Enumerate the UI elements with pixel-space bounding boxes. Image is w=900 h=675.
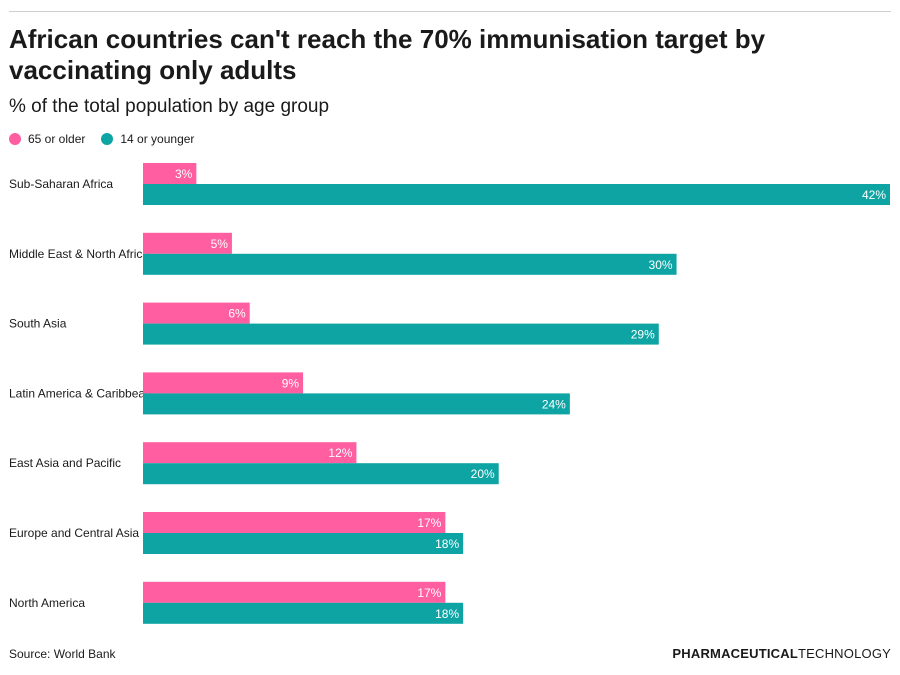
legend-label-younger: 14 or younger [120,132,195,146]
data-label: 24% [542,397,566,411]
bar-65-or-older[interactable] [143,302,250,324]
brand-logo: PHARMACEUTICALTECHNOLOGY [672,646,891,661]
bar-65-or-older[interactable] [143,372,304,394]
category-label: South Asia [9,317,67,331]
bar-65-or-older[interactable] [143,581,446,603]
data-label: 17% [417,516,441,530]
data-label: 5% [211,237,229,251]
data-label: 6% [228,307,246,321]
legend-item-younger[interactable]: 14 or younger [101,132,194,146]
source-note: Source: World Bank [9,647,116,661]
brand-light: TECHNOLOGY [797,646,891,661]
legend-swatch-older [9,133,21,145]
bar-14-or-younger[interactable] [143,602,464,624]
bar-14-or-younger[interactable] [143,323,659,345]
category-label: North America [9,596,85,610]
data-label: 18% [435,537,459,551]
bar-65-or-older[interactable] [143,163,197,184]
data-label: 18% [435,607,459,621]
category-label: Latin America & Caribbean [9,386,152,400]
legend-item-older[interactable]: 65 or older [9,132,85,146]
top-divider [9,11,891,12]
data-label: 12% [328,446,352,460]
bar-14-or-younger[interactable] [143,253,677,275]
data-label: 9% [282,376,300,390]
data-label: 20% [471,467,495,481]
bar-65-or-older[interactable] [143,442,357,464]
data-label: 3% [175,167,193,181]
bar-14-or-younger[interactable] [143,184,890,205]
bar-14-or-younger[interactable] [143,533,464,554]
data-label: 17% [417,586,441,600]
data-label: 29% [631,328,655,342]
legend-label-older: 65 or older [28,132,86,146]
category-label: East Asia and Pacific [9,456,121,470]
data-label: 42% [862,188,886,202]
chart-subtitle: % of the total population by age group [9,96,330,117]
brand-strong: PHARMACEUTICAL [672,646,798,661]
category-label: Europe and Central Asia [9,526,139,540]
bar-14-or-younger[interactable] [143,463,499,485]
bar-65-or-older[interactable] [143,512,446,533]
data-label: 30% [649,258,673,272]
bar-14-or-younger[interactable] [143,393,570,415]
legend: 65 or older 14 or younger [9,130,210,148]
bar-65-or-older[interactable] [143,232,232,254]
category-label: Sub-Saharan Africa [9,177,113,191]
category-label: Middle East & North Africa [9,247,149,261]
legend-swatch-younger [101,133,114,145]
chart-title: African countries can't reach the 70% im… [9,24,766,85]
